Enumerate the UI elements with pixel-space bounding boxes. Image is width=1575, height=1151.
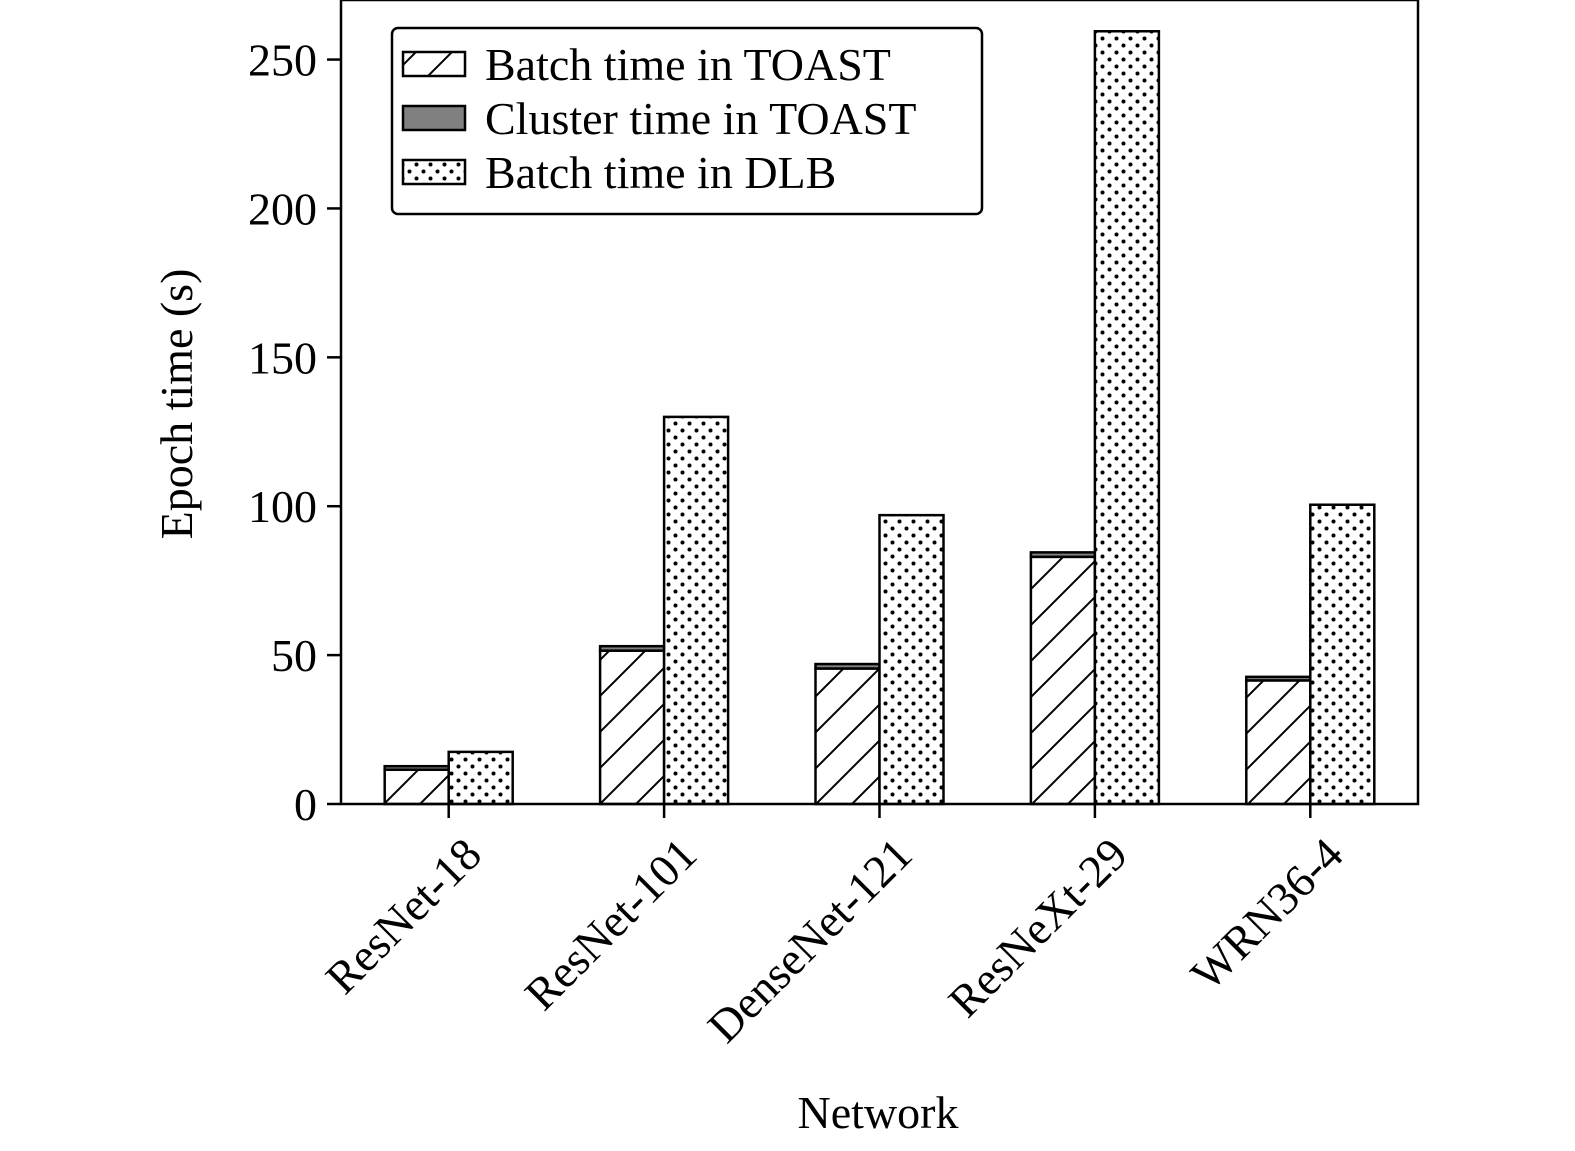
- legend-swatch-0: [401, 50, 467, 78]
- bar-toast-cluster-1: [598, 644, 666, 652]
- legend-swatch-2: [401, 158, 467, 186]
- bar-dlb-batch-4: [1309, 503, 1376, 806]
- bar-toast-batch-1: [598, 649, 666, 806]
- bar-dlb-batch-0: [447, 750, 514, 806]
- bars-layer: [383, 30, 1376, 806]
- bar-toast-batch-4: [1245, 679, 1312, 806]
- legend-label-1: Cluster time in TOAST: [485, 93, 916, 144]
- x-axis-title: Network: [798, 1087, 959, 1138]
- x-tick-label-0: ResNet-18: [316, 828, 491, 1003]
- legend-box: [390, 26, 984, 216]
- y-tick-label-3: 150: [248, 332, 317, 383]
- bar-toast-cluster-2: [814, 662, 881, 670]
- bar-dlb-batch-1: [662, 415, 730, 806]
- y-tick-label-0: 0: [294, 779, 317, 830]
- x-tick-label-2: DenseNet-121: [698, 828, 922, 1052]
- x-tick-label-1: ResNet-101: [515, 828, 706, 1019]
- legend-label-2: Batch time in DLB: [485, 147, 836, 198]
- bar-toast-batch-2: [814, 667, 881, 806]
- bar-dlb-batch-2: [878, 513, 945, 806]
- bar-toast-cluster-0: [383, 764, 450, 772]
- bar-toast-cluster-4: [1245, 675, 1312, 682]
- bar-toast-batch-3: [1029, 555, 1097, 806]
- bar-toast-cluster-3: [1029, 551, 1097, 559]
- bar-dlb-batch-3: [1093, 30, 1161, 806]
- x-tick-label-3: ResNeXt-29: [938, 828, 1137, 1027]
- y-tick-label-2: 100: [248, 481, 317, 532]
- legend-label-0: Batch time in TOAST: [485, 39, 891, 90]
- legend-swatch-1: [401, 104, 467, 132]
- x-tick-label-4: WRN36-4: [1181, 828, 1353, 1000]
- y-tick-label-4: 200: [248, 183, 317, 234]
- y-tick-label-1: 50: [271, 630, 317, 681]
- bar-toast-batch-0: [383, 768, 450, 806]
- plot-frame: [339, 0, 1420, 806]
- y-tick-label-5: 250: [248, 35, 317, 86]
- y-axis-title: Epoch time (s): [151, 269, 202, 540]
